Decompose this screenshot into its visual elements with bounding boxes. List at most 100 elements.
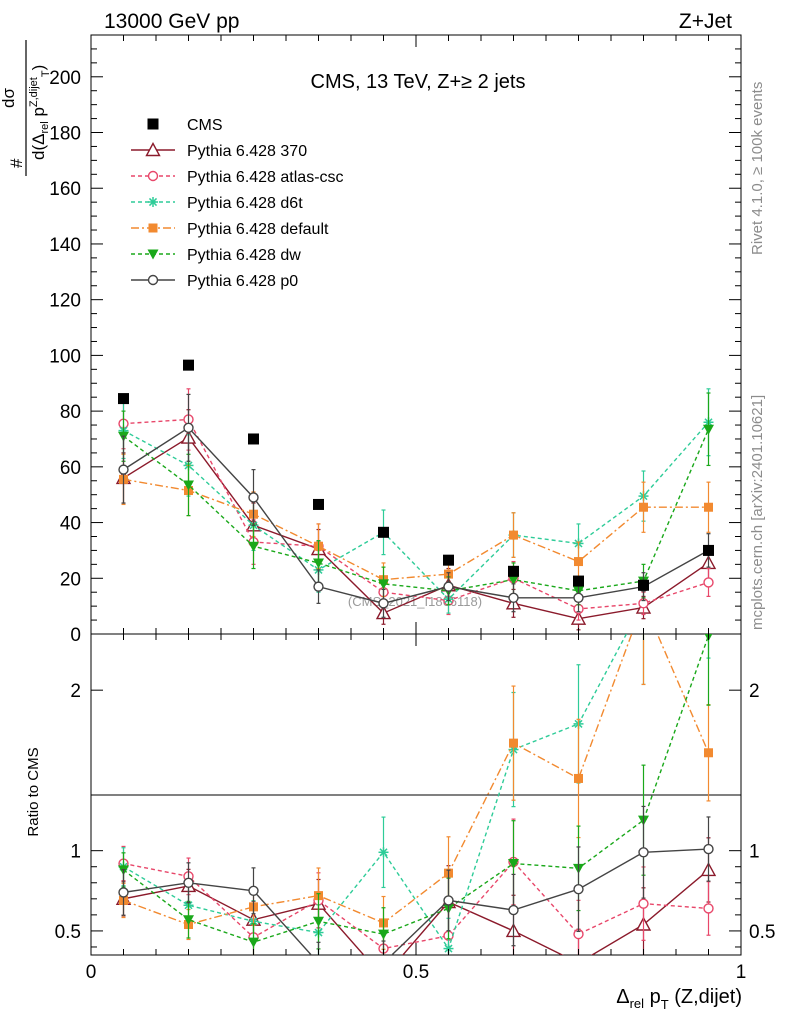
ratio-line-pythia-6-428-default	[123, 634, 710, 926]
y-axis-label: # dσ d(Δrel pZ,dijetT)	[0, 40, 52, 176]
legend: CMS Pythia 6.428 370 Pythia 6.428 atlas-cs…	[131, 117, 344, 290]
data-point-cms	[248, 433, 259, 445]
data-point-cms	[378, 526, 389, 538]
data-point-cms	[703, 544, 714, 556]
main-y-tick-label: 40	[60, 514, 81, 535]
ratio-point-pythia-6-428-atlas-csc	[638, 898, 649, 909]
point-pythia-6-428-p0	[313, 581, 324, 592]
legend-entry-pythia-6-428-370: Pythia 6.428 370	[131, 142, 307, 160]
side-label-top: Rivet 4.1.0, ≥ 100k events	[749, 82, 766, 255]
main-series-layer	[115, 388, 717, 631]
point-pythia-6-428-dw	[378, 579, 389, 590]
legend-label: Pythia 6.428 dw	[187, 247, 301, 264]
ratio-panel: 0.5 0.5 1 1 2 2	[55, 633, 775, 956]
point-pythia-6-428-dw	[508, 575, 519, 586]
legend-entry-pythia-6-428-p0: Pythia 6.428 p0	[131, 273, 298, 290]
data-point-cms	[443, 554, 454, 566]
header-right: Z+Jet	[679, 10, 732, 33]
ratio-y-tick-label: 2	[70, 681, 81, 702]
data-point-cms	[638, 579, 649, 591]
main-y-tick-label: 200	[49, 68, 81, 89]
ratio-series-layer	[115, 634, 717, 955]
ratio-point-pythia-6-428-default	[574, 773, 583, 783]
main-y-tick-label: 20	[60, 569, 81, 590]
ratio-point-pythia-6-428-dw	[378, 929, 389, 940]
legend-marker-cms	[147, 118, 159, 130]
ratio-y-tick-label-right: 0.5	[749, 922, 775, 943]
ratio-point-pythia-6-428-dw	[248, 937, 259, 948]
ratio-point-pythia-6-428-p0	[183, 877, 194, 888]
ratio-point-pythia-6-428-p0	[443, 895, 454, 906]
ratio-point-pythia-6-428-p0	[638, 847, 649, 858]
series-line-pythia-6-428-dw	[123, 428, 710, 592]
point-pythia-6-428-p0	[573, 592, 584, 603]
legend-label: Pythia 6.428 370	[187, 143, 307, 160]
main-y-tick-label: 80	[60, 402, 81, 423]
legend-marker-pythia-6-428-default	[148, 223, 158, 233]
ratio-point-pythia-6-428-p0	[508, 904, 519, 916]
point-pythia-6-428-dw	[703, 424, 714, 435]
svg-text:d(Δrel pZ,dijetT): d(Δrel pZ,dijetT)	[28, 65, 52, 160]
ratio-line-pythia-6-428-atlas-csc	[123, 860, 709, 950]
ratio-axis-ticks: 0.5 0.5 1 1 2 2	[55, 681, 775, 948]
data-point-cms	[508, 565, 519, 577]
legend-entry-cms: CMS	[147, 117, 223, 134]
main-y-tick-label: 100	[49, 346, 81, 367]
legend-label: Pythia 6.428 atlas-csc	[187, 169, 344, 186]
ratio-point-pythia-6-428-p0	[573, 883, 584, 895]
point-pythia-6-428-atlas-csc	[703, 577, 714, 588]
main-y-tick-label: 140	[49, 235, 81, 256]
data-point-cms	[573, 575, 584, 587]
series-line-pythia-6-428-default	[123, 478, 709, 581]
x-tick-label: 0.5	[403, 962, 429, 983]
series-line-pythia-6-428-p0	[123, 426, 709, 605]
point-pythia-6-428-default	[574, 557, 583, 567]
legend-marker-pythia-6-428-atlas-csc	[147, 170, 159, 182]
ratio-point-pythia-6-428-dw	[508, 859, 519, 870]
ratio-y-tick-label-right: 2	[749, 681, 760, 702]
x-tick-label: 0	[86, 962, 97, 983]
ratio-y-tick-label-right: 1	[749, 842, 760, 863]
point-pythia-6-428-p0	[248, 492, 259, 503]
legend-marker-pythia-6-428-370	[145, 142, 161, 157]
legend-entry-pythia-6-428-atlas-csc: Pythia 6.428 atlas-csc	[131, 169, 344, 186]
legend-label: CMS	[187, 117, 223, 134]
svg-text:dσ: dσ	[0, 88, 18, 108]
legend-label: Pythia 6.428 default	[187, 221, 329, 238]
main-y-tick-label: 120	[49, 291, 81, 312]
ratio-line-pythia-6-428-370	[123, 869, 709, 955]
legend-marker-pythia-6-428-d6t	[148, 197, 158, 207]
side-label-bottom: mcplots.cern.ch [arXiv:2401.10621]	[749, 395, 766, 630]
point-pythia-6-428-p0	[118, 464, 129, 475]
ratio-y-label: Ratio to CMS	[25, 747, 42, 836]
legend-marker-pythia-6-428-p0	[147, 274, 159, 286]
legend-entry-pythia-6-428-default: Pythia 6.428 default	[131, 221, 329, 238]
svg-text:#: #	[7, 158, 26, 168]
ratio-point-pythia-6-428-default	[509, 738, 518, 748]
legend-entry-pythia-6-428-d6t: Pythia 6.428 d6t	[131, 195, 303, 212]
ratio-point-pythia-6-428-default	[704, 748, 713, 758]
x-axis-ticks: 0 0.5 1	[86, 35, 747, 983]
ratio-line-pythia-6-428-dw	[123, 635, 710, 943]
point-pythia-6-428-default	[509, 530, 518, 540]
data-point-cms	[118, 393, 129, 405]
point-pythia-6-428-dw	[183, 480, 194, 491]
point-pythia-6-428-p0	[443, 581, 454, 592]
ratio-point-pythia-6-428-p0	[118, 887, 129, 898]
header-left: 13000 GeV pp	[104, 10, 239, 33]
main-y-tick-label: 180	[49, 124, 81, 145]
main-y-tick-label: 0	[70, 625, 81, 646]
point-pythia-6-428-p0	[183, 422, 194, 434]
ratio-line-pythia-6-428-p0	[123, 848, 709, 955]
point-pythia-6-428-default	[639, 502, 648, 512]
ratio-point-pythia-6-428-d6t	[378, 847, 389, 858]
point-pythia-6-428-dw	[248, 541, 259, 552]
legend-label: Pythia 6.428 d6t	[187, 195, 303, 212]
ratio-y-tick-label: 1	[70, 842, 81, 863]
ratio-point-pythia-6-428-atlas-csc	[703, 903, 714, 914]
main-data-layer	[118, 359, 714, 591]
legend-entry-pythia-6-428-dw: Pythia 6.428 dw	[131, 247, 301, 264]
x-tick-label: 1	[736, 962, 747, 983]
point-pythia-6-428-dw	[313, 558, 324, 569]
